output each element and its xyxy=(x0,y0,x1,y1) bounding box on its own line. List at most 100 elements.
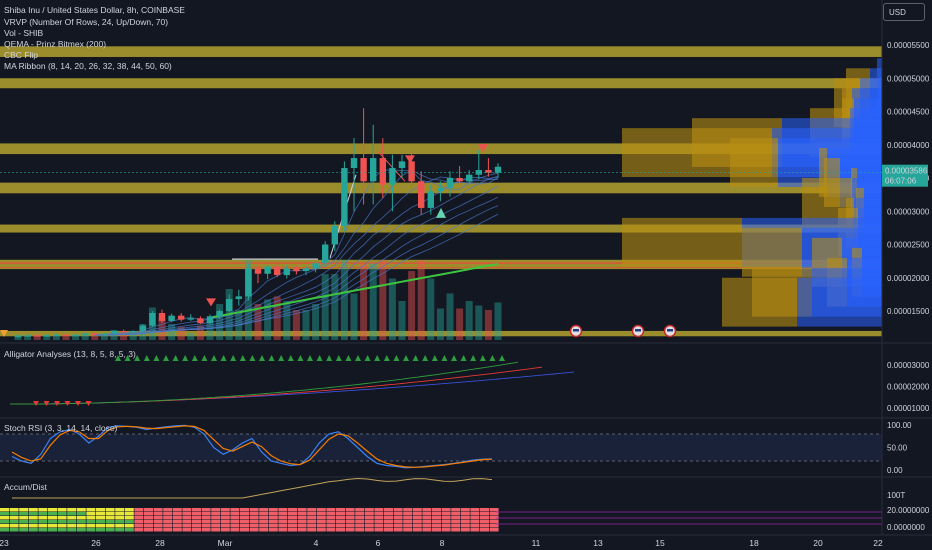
alligator-sell-arrow-icon xyxy=(54,401,60,406)
heat-cell xyxy=(288,520,297,524)
heat-cell xyxy=(153,528,163,532)
volume-bar xyxy=(120,333,128,340)
vrvp-down-bar xyxy=(730,138,778,187)
ma-ribbon-line xyxy=(94,213,499,336)
heat-cell xyxy=(288,512,297,516)
candle-body xyxy=(427,191,434,208)
heat-cell xyxy=(460,520,470,524)
heat-cell xyxy=(326,528,336,532)
heat-cell xyxy=(0,508,9,512)
heat-cell xyxy=(297,528,307,532)
alligator-buy-arrow-icon xyxy=(374,355,381,361)
heat-cell xyxy=(326,508,336,512)
heat-cell xyxy=(182,524,192,528)
heat-cell xyxy=(192,508,201,512)
heat-cell xyxy=(355,512,365,516)
volume-bar xyxy=(360,263,368,340)
heat-cell xyxy=(297,520,307,524)
heat-cell xyxy=(278,528,288,532)
date-tick-label: 8 xyxy=(440,538,445,548)
vrvp-up-bar xyxy=(797,277,882,327)
heat-cell xyxy=(326,524,336,528)
heat-cell xyxy=(364,512,374,516)
heat-cell xyxy=(211,524,221,528)
candle-body xyxy=(158,312,166,321)
alligator-tick-label: 0.00003000 xyxy=(887,361,930,370)
volume-bar xyxy=(283,301,291,340)
alligator-buy-arrow-icon xyxy=(345,355,352,361)
heat-cell xyxy=(48,516,57,520)
alligator-buy-arrow-icon xyxy=(220,355,227,361)
heat-cell xyxy=(489,524,499,528)
heat-cell xyxy=(336,516,345,520)
sell-signal-icon xyxy=(478,144,488,153)
candle-body xyxy=(216,311,223,317)
heat-cell xyxy=(76,512,86,516)
heat-cell xyxy=(403,512,413,516)
heat-cell xyxy=(240,512,249,516)
heat-cell xyxy=(201,524,211,528)
indicator-cbc-flip[interactable]: CBC Flip xyxy=(4,50,38,60)
alligator-buy-arrow-icon xyxy=(259,355,265,361)
heat-cell xyxy=(249,524,259,528)
heat-cell xyxy=(240,516,249,520)
heat-cell xyxy=(67,528,77,532)
volume-bar xyxy=(312,304,320,340)
heat-cell xyxy=(249,528,259,532)
volume-bar xyxy=(254,304,262,340)
date-tick-label: 28 xyxy=(155,538,165,548)
candle-body xyxy=(43,335,50,337)
heat-cell xyxy=(134,516,144,520)
indicator-vrvp[interactable]: VRVP (Number Of Rows, 24, Up/Down, 70) xyxy=(4,17,168,27)
indicator-volume[interactable]: Vol - SHIB xyxy=(4,28,44,38)
heat-cell xyxy=(489,528,499,532)
currency-button[interactable]: USD xyxy=(883,3,925,21)
heat-cell xyxy=(288,524,297,528)
date-tick-label: 23 xyxy=(0,538,9,548)
alligator-tick-label: 0.00002000 xyxy=(887,383,930,392)
heat-cell xyxy=(172,520,182,524)
candle-body xyxy=(235,296,242,300)
heat-cell xyxy=(307,508,317,512)
heat-cell xyxy=(182,512,192,516)
date-tick-label: 11 xyxy=(532,538,541,548)
heat-cell xyxy=(153,520,163,524)
heat-cell xyxy=(412,516,422,520)
heat-cell xyxy=(192,528,201,532)
ma-ribbon-line xyxy=(94,169,499,336)
indicator-qema[interactable]: QEMA - Prinz Bitmex (200) xyxy=(4,39,106,49)
heat-cell xyxy=(432,508,441,512)
heat-cell xyxy=(38,512,48,516)
heat-cell xyxy=(268,516,278,520)
heat-cell xyxy=(355,508,365,512)
heat-cell xyxy=(470,516,480,520)
heat-cell xyxy=(67,508,77,512)
heat-cell xyxy=(259,528,269,532)
heat-cell xyxy=(115,508,125,512)
heat-cell xyxy=(9,512,19,516)
heat-cell xyxy=(57,528,67,532)
heat-cell xyxy=(134,512,144,516)
alligator-buy-arrow-icon xyxy=(239,355,246,361)
indicator-ma-ribbon[interactable]: MA Ribbon (8, 14, 20, 26, 32, 38, 44, 50… xyxy=(4,61,172,71)
current-price-badge xyxy=(882,164,928,187)
heat-cell xyxy=(86,528,96,532)
heat-cell xyxy=(28,520,38,524)
candle-body xyxy=(456,178,463,182)
volume-bar xyxy=(62,334,70,340)
alligator-buy-arrow-icon xyxy=(355,355,361,361)
heat-cell xyxy=(192,512,201,516)
volume-bar xyxy=(436,308,444,340)
heat-cell xyxy=(364,524,374,528)
sell-signal-icon xyxy=(206,298,216,307)
heat-cell xyxy=(240,528,249,532)
heat-cell xyxy=(480,524,489,528)
heat-cell xyxy=(57,508,67,512)
sell-signal-icon xyxy=(405,155,415,164)
heat-cell xyxy=(163,524,173,528)
volume-bar xyxy=(24,334,32,340)
date-tick-label: 13 xyxy=(593,538,603,548)
heat-cell xyxy=(144,512,153,516)
heat-cell xyxy=(345,512,355,516)
